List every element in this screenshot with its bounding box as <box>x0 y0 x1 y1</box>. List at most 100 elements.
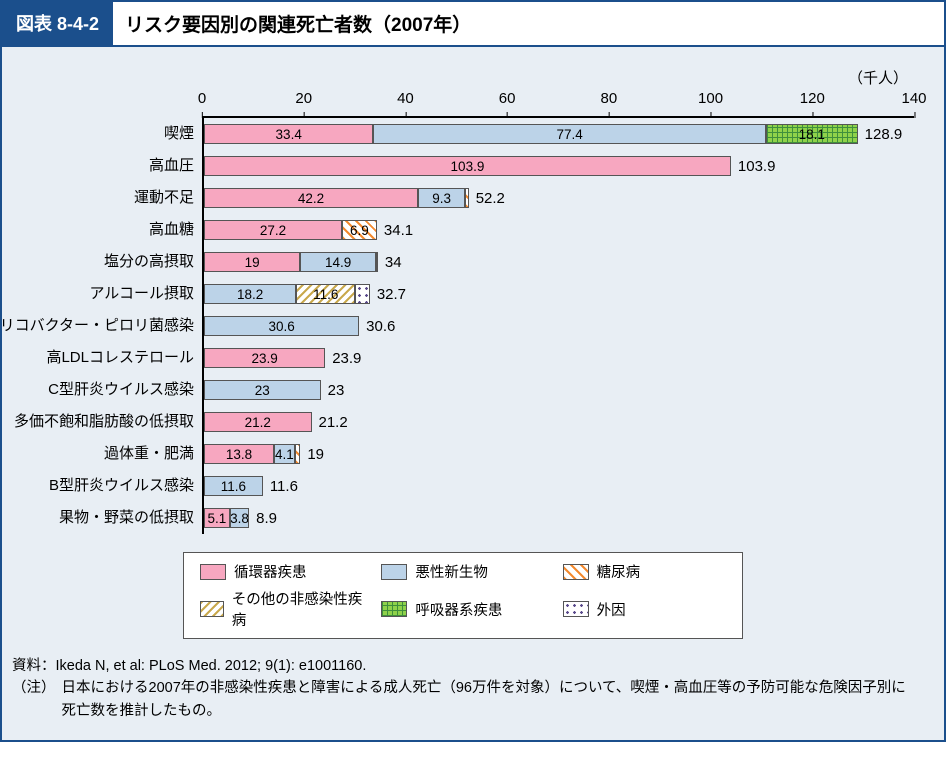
notes: 資料： Ikeda N, et al: PLoS Med. 2012; 9(1)… <box>12 639 914 722</box>
segment-value: 5.1 <box>208 511 227 526</box>
y-axis-label: 多価不飽和脂肪酸の低摂取 <box>12 404 202 436</box>
legend-item-external: 外因 <box>563 588 726 630</box>
y-axis-label: 過体重・肥満 <box>12 436 202 468</box>
segment-value: 19 <box>245 255 260 270</box>
segment-value: 23 <box>255 383 270 398</box>
segment-value: 103.9 <box>451 159 485 174</box>
segment-value: 18.2 <box>237 287 263 302</box>
segment-value: 11.6 <box>221 479 246 494</box>
y-axis-label: アルコール摂取 <box>12 276 202 308</box>
bar-row: 5.13.88.9 <box>204 502 914 534</box>
y-axis-label: 塩分の高摂取 <box>12 244 202 276</box>
bar-row: 103.9 103.9 <box>204 150 914 182</box>
bar-row: 13.8 4.1 19 <box>204 438 914 470</box>
x-tick: 120 <box>800 90 825 107</box>
bar-segment-cvd: 5.1 <box>204 508 230 528</box>
chart-wrap: 喫煙高血圧運動不足高血糖塩分の高摂取アルコール摂取ヘリコバクター・ピロリ菌感染高… <box>12 90 914 534</box>
figure-container: 図表 8-4-2 リスク要因別の関連死亡者数（2007年） （千人） 喫煙高血圧… <box>0 0 946 742</box>
bar-segment-cancer: 11.6 <box>204 476 263 496</box>
x-tick: 0 <box>198 90 206 107</box>
plot-area: （千人） 喫煙高血圧運動不足高血糖塩分の高摂取アルコール摂取ヘリコバクター・ピロ… <box>2 47 944 740</box>
legend: 循環器疾患悪性新生物 糖尿病その他の非感染性疾病 呼吸器系疾患 外因 <box>183 552 743 639</box>
row-total: 34 <box>385 254 402 271</box>
bar-segment-other_ncd: 11.6 <box>296 284 355 304</box>
y-axis-label: 喫煙 <box>12 116 202 148</box>
row-total: 128.9 <box>865 126 903 143</box>
legend-swatch <box>381 601 407 617</box>
legend-item-diabetes: 糖尿病 <box>563 561 726 582</box>
note-text: 日本における2007年の非感染性疾患と障害による成人死亡（96万件を対象）につい… <box>56 677 915 722</box>
bar-row: 23 23 <box>204 374 914 406</box>
segment-value: 4.1 <box>275 447 294 462</box>
row-total: 103.9 <box>738 158 776 175</box>
bar-segment-diabetes <box>295 444 301 464</box>
bar-segment-cvd: 13.8 <box>204 444 274 464</box>
segment-value: 13.8 <box>226 447 252 462</box>
segment-value: 6.9 <box>350 223 369 238</box>
segment-value: 42.2 <box>298 191 324 206</box>
segment-value: 23.9 <box>251 351 277 366</box>
row-total: 19 <box>307 446 324 463</box>
x-tick: 140 <box>901 90 926 107</box>
legend-label: 呼吸器系疾患 <box>415 599 502 620</box>
segment-value: 3.8 <box>230 511 249 526</box>
segment-value: 9.3 <box>432 191 451 206</box>
source-text: Ikeda N, et al: PLoS Med. 2012; 9(1): e1… <box>56 655 367 677</box>
legend-swatch <box>200 564 226 580</box>
x-tick: 60 <box>499 90 516 107</box>
bar-segment-diabetes <box>465 188 469 208</box>
row-total: 23 <box>328 382 345 399</box>
bar-row: 23.9 23.9 <box>204 342 914 374</box>
x-tick: 100 <box>698 90 723 107</box>
bar-row: 30.630.6 <box>204 310 914 342</box>
segment-value: 18.1 <box>799 127 825 142</box>
legend-item-other_ncd: その他の非感染性疾病 <box>200 588 363 630</box>
bar-segment-external <box>355 284 370 304</box>
segment-value: 27.2 <box>260 223 286 238</box>
bar-segment-cancer: 30.6 <box>204 316 359 336</box>
figure-header: 図表 8-4-2 リスク要因別の関連死亡者数（2007年） <box>2 2 944 47</box>
legend-item-cvd: 循環器疾患 <box>200 561 363 582</box>
bars-container: 33.4 77.4 18.1 128.9 103.9 103.9 42.2 9.3 52.2 27… <box>202 116 914 534</box>
bar-segment-cvd: 21.2 <box>204 412 312 432</box>
bar-segment-cancer: 4.1 <box>274 444 295 464</box>
y-axis-label: 高血圧 <box>12 148 202 180</box>
y-axis-label: ヘリコバクター・ピロリ菌感染 <box>12 308 202 340</box>
bar-segment-cvd: 27.2 <box>204 220 342 240</box>
source-label: 資料： <box>12 655 56 677</box>
bar-row: 21.2 21.2 <box>204 406 914 438</box>
legend-item-respiratory: 呼吸器系疾患 <box>381 588 544 630</box>
y-axis-labels: 喫煙高血圧運動不足高血糖塩分の高摂取アルコール摂取ヘリコバクター・ピロリ菌感染高… <box>12 90 202 534</box>
segment-value: 30.6 <box>268 319 294 334</box>
legend-swatch <box>200 601 224 617</box>
row-total: 23.9 <box>332 350 361 367</box>
figure-title: リスク要因別の関連死亡者数（2007年） <box>113 2 944 45</box>
row-total: 34.1 <box>384 222 413 239</box>
segment-value: 33.4 <box>276 127 302 142</box>
bar-segment-cancer: 18.2 <box>204 284 296 304</box>
note-label: （注） <box>12 677 56 722</box>
figure-number: 図表 8-4-2 <box>2 2 113 45</box>
y-axis-label: C型肝炎ウイルス感染 <box>12 372 202 404</box>
bar-row: 42.2 9.3 52.2 <box>204 182 914 214</box>
bar-row: 11.6 11.6 <box>204 470 914 502</box>
legend-label: 糖尿病 <box>597 561 641 582</box>
x-tick: 20 <box>295 90 312 107</box>
bar-segment-cvd: 103.9 <box>204 156 731 176</box>
y-axis-label: B型肝炎ウイルス感染 <box>12 468 202 500</box>
bar-segment-other_ncd <box>376 252 378 272</box>
legend-label: その他の非感染性疾病 <box>232 588 364 630</box>
segment-value: 77.4 <box>556 127 582 142</box>
legend-label: 外因 <box>597 599 626 620</box>
row-total: 52.2 <box>476 190 505 207</box>
row-total: 21.2 <box>319 414 348 431</box>
row-total: 11.6 <box>270 478 298 495</box>
bar-segment-cvd: 42.2 <box>204 188 418 208</box>
bar-segment-cancer: 23 <box>204 380 321 400</box>
segment-value: 14.9 <box>325 255 351 270</box>
x-tick: 40 <box>397 90 414 107</box>
row-total: 32.7 <box>377 286 406 303</box>
legend-item-cancer: 悪性新生物 <box>381 561 544 582</box>
bar-segment-cvd: 33.4 <box>204 124 373 144</box>
legend-swatch <box>563 601 589 617</box>
